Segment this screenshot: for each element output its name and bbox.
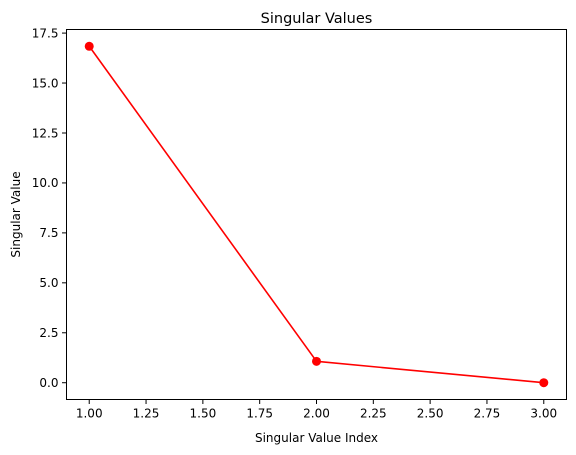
x-tick-label: 2.25 (360, 407, 387, 421)
x-tick-label: 3.00 (530, 407, 557, 421)
data-point-marker (539, 378, 549, 388)
x-tick-label: 2.75 (474, 407, 501, 421)
series-layer (84, 41, 549, 388)
y-axis-label: Singular Value (9, 171, 23, 257)
y-tick-label: 15.0 (32, 76, 59, 90)
x-tick-label: 2.50 (417, 407, 444, 421)
y-tick-label: 5.0 (39, 276, 58, 290)
chart-title: Singular Values (261, 11, 373, 27)
y-tick-label: 10.0 (32, 176, 59, 190)
y-tick-label: 12.5 (32, 126, 59, 140)
plot-area-frame (66, 29, 567, 400)
data-point-marker (312, 356, 321, 366)
x-tick-label: 2.00 (303, 407, 330, 421)
data-point-marker (84, 41, 94, 51)
x-axis-ticks: 1.00 1.25 1.50 1.75 2.00 2.25 2.50 2.75 3.00 (76, 399, 557, 421)
y-tick-label: 2.5 (39, 326, 58, 340)
x-tick-label: 1.50 (190, 407, 217, 421)
y-tick-label: 7.5 (39, 226, 58, 240)
x-tick-label: 1.75 (246, 407, 273, 421)
y-axis-ticks: 0.0 2.5 5.0 7.5 10.0 12.5 15.0 17.5 (32, 26, 67, 390)
x-tick-label: 1.25 (133, 407, 160, 421)
x-tick-label: 1.00 (76, 407, 103, 421)
x-axis-label: Singular Value Index (255, 431, 378, 445)
y-tick-label: 17.5 (32, 26, 59, 40)
y-tick-label: 0.0 (39, 376, 58, 390)
